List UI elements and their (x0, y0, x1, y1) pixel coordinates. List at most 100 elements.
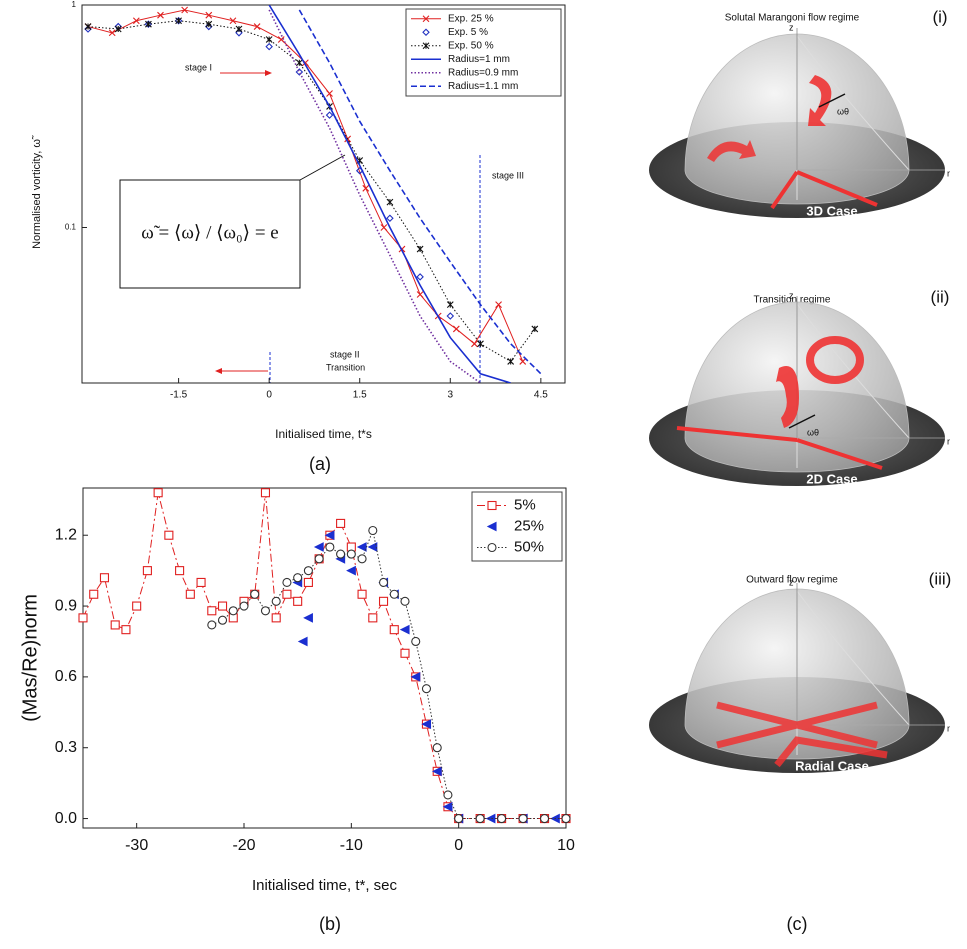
panel-title: Outward flow regime (746, 575, 838, 586)
marker (519, 358, 527, 365)
marker (142, 566, 152, 576)
marker (265, 42, 273, 51)
marker (303, 566, 313, 576)
marker (378, 596, 389, 606)
marker (78, 613, 88, 623)
marker (185, 589, 195, 599)
flow-arrow (716, 701, 888, 768)
y-axis-label: Normalised vorticity, ω̃ (31, 135, 43, 249)
x-tick-label: -1.5 (170, 390, 188, 401)
marker (411, 636, 421, 647)
marker (293, 596, 303, 606)
marker (295, 68, 304, 76)
series-line (87, 20, 536, 363)
marker (250, 589, 260, 599)
marker (400, 648, 410, 658)
marker (175, 566, 185, 576)
y-tick-label: 0.6 (55, 668, 77, 685)
caption: (b) (319, 914, 341, 934)
legend-marker (487, 542, 497, 553)
legend-label: Exp. 50 % (448, 40, 494, 51)
marker (561, 814, 571, 824)
marker (336, 518, 346, 528)
marker (265, 36, 273, 43)
plot-frame (81, 4, 566, 384)
marker (389, 589, 399, 599)
r-label: r (947, 723, 950, 733)
x-tick-label: 0 (454, 837, 463, 854)
r-label: r (947, 168, 950, 178)
marker (416, 245, 424, 253)
marker (228, 606, 238, 616)
x-axis-label: Initialised time, t*, sec (252, 877, 398, 894)
vortex (776, 366, 799, 428)
legend-label: 5% (514, 496, 536, 513)
marker (497, 814, 507, 824)
legend-marker (422, 28, 430, 37)
marker (518, 814, 528, 824)
panel-number: (iii) (929, 569, 952, 588)
marker (475, 814, 485, 824)
marker (400, 596, 410, 606)
marker (442, 801, 453, 812)
marker (324, 530, 335, 541)
vortex (808, 75, 832, 126)
annotation: Transition (326, 362, 365, 372)
case-label: 2D Case (806, 471, 857, 486)
marker (357, 589, 367, 599)
y-tick-label: 0.9 (55, 597, 77, 614)
marker (153, 488, 163, 498)
marker (121, 625, 131, 635)
marker (367, 542, 378, 552)
equation-box (119, 179, 301, 289)
marker (446, 301, 454, 309)
marker (235, 25, 243, 33)
marker (282, 577, 292, 587)
z-label: z (789, 577, 794, 587)
marker (362, 184, 370, 192)
marker (368, 525, 378, 536)
z-label: z (789, 22, 794, 32)
marker (132, 17, 140, 25)
marker (253, 23, 261, 30)
marker (325, 111, 334, 119)
marker (378, 577, 389, 587)
legend-label: Radius=1.1 mm (448, 81, 518, 92)
marker (443, 790, 453, 800)
marker (386, 214, 394, 223)
marker (295, 59, 303, 67)
case-label: 3D Case (806, 203, 857, 218)
marker (431, 766, 442, 777)
vortex-ring (806, 336, 864, 384)
y-tick-label: 0.0 (55, 810, 77, 827)
caption: (c) (787, 914, 808, 934)
marker (157, 11, 164, 19)
marker (421, 684, 432, 694)
marker (303, 577, 313, 587)
marker (110, 620, 120, 630)
marker (471, 340, 478, 348)
marker (217, 601, 228, 611)
marker (485, 813, 496, 824)
z-label: z (789, 290, 794, 300)
legend-label: Radius=1 mm (448, 54, 510, 65)
marker (432, 743, 442, 753)
marker (293, 573, 303, 583)
legend-marker (486, 521, 497, 532)
y-tick-label: 1.2 (55, 526, 77, 543)
legend-label: 50% (514, 538, 544, 555)
panel-number: (ii) (931, 287, 950, 306)
legend-label: Exp. 5 % (448, 27, 488, 38)
marker (389, 625, 399, 635)
omega-arrow (818, 93, 846, 108)
marker (89, 589, 99, 599)
marker (477, 340, 484, 348)
marker (271, 596, 281, 606)
marker (336, 549, 346, 559)
r-label: r (947, 436, 950, 446)
vortex (707, 140, 756, 162)
marker (380, 224, 388, 231)
marker (410, 671, 421, 682)
marker (260, 606, 271, 616)
marker (357, 554, 367, 564)
